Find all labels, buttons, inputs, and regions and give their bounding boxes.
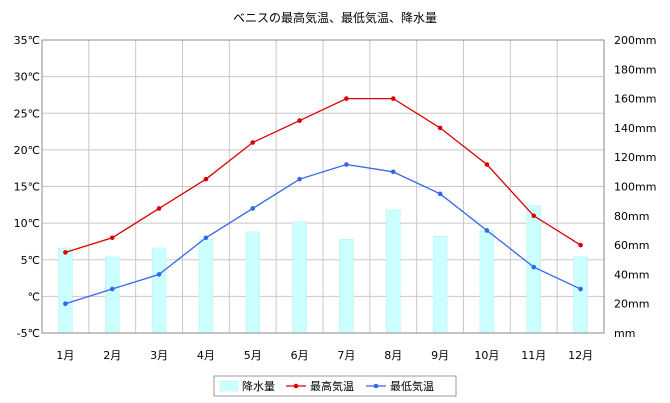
- left-tick-label: 20℃: [14, 144, 40, 157]
- data-point: [578, 242, 583, 248]
- x-tick-label: 6月: [291, 349, 309, 362]
- data-point: [63, 301, 68, 307]
- right-tick-label: 80mm: [614, 210, 649, 223]
- data-point: [390, 96, 396, 101]
- data-point: [437, 125, 443, 131]
- data-point: [156, 272, 162, 277]
- data-point: [531, 213, 537, 219]
- precipitation-bar: [573, 256, 588, 334]
- data-point: [109, 286, 115, 292]
- precipitation-bar: [198, 238, 214, 334]
- legend-marker-max: [293, 383, 299, 389]
- precipitation-bar: [151, 247, 167, 334]
- data-point: [203, 235, 209, 241]
- right-tick-label: 120mm: [614, 151, 656, 164]
- x-tick-label: 4月: [197, 349, 215, 362]
- right-tick-label: 100mm: [614, 181, 656, 194]
- left-tick-label: 5℃: [21, 254, 40, 267]
- data-point: [297, 176, 302, 182]
- data-point: [63, 250, 68, 255]
- x-tick-label: 10月: [474, 349, 499, 362]
- data-point: [437, 191, 443, 197]
- x-tick-label: 9月: [431, 349, 449, 362]
- legend-box: [213, 375, 457, 397]
- series-line: [65, 97, 581, 254]
- x-tick-label: 11月: [521, 349, 546, 362]
- data-point: [531, 264, 537, 270]
- x-tick-label: 7月: [337, 349, 355, 362]
- data-point: [390, 169, 396, 175]
- right-tick-label: mm: [614, 327, 635, 340]
- data-point: [250, 140, 256, 145]
- series-line: [65, 163, 581, 305]
- precipitation-bar: [339, 238, 354, 334]
- right-tick-label: 180mm: [614, 63, 656, 76]
- precipitation-bar: [105, 256, 120, 334]
- chart-title: ベニスの最高気温、最低気温、降水量: [233, 10, 437, 25]
- data-point: [344, 96, 349, 101]
- left-tick-label: 10℃: [14, 217, 40, 230]
- x-axis-ticks: 1月 2月 3月 4月 5月 6月 7月 8月 9月 10月 11月 12月: [56, 349, 593, 362]
- x-tick-label: 3月: [150, 349, 168, 362]
- right-axis-ticks: mm 20mm 40mm 60mm 80mm 100mm 120mm 140mm 160mm 18…: [614, 34, 656, 340]
- data-point: [578, 286, 583, 292]
- legend-label-max: 最高気温: [310, 379, 354, 393]
- precipitation-bar: [432, 236, 448, 334]
- left-axis-ticks: -5℃ ℃ 5℃ 10℃ 15℃ 20℃ 25℃ 30℃ 35℃: [14, 34, 40, 340]
- right-tick-label: 40mm: [614, 268, 649, 281]
- legend-marker-min: [373, 383, 379, 389]
- precipitation-bar: [58, 247, 73, 334]
- data-point: [344, 162, 349, 167]
- data-point: [109, 235, 115, 241]
- plot-frame: [41, 39, 605, 334]
- right-tick-label: 200mm: [614, 34, 656, 47]
- x-tick-label: 8月: [384, 349, 402, 362]
- legend-label-precip: 降水量: [242, 379, 275, 393]
- left-tick-label: -5℃: [17, 327, 40, 340]
- data-point: [203, 176, 209, 182]
- legend-label-min: 最低気温: [390, 379, 434, 393]
- data-point: [156, 206, 162, 211]
- precipitation-bar: [386, 209, 401, 334]
- precipitation-bar: [245, 231, 260, 334]
- data-point: [484, 162, 490, 167]
- grid-lines: [42, 40, 604, 333]
- right-tick-label: 20mm: [614, 298, 649, 311]
- left-tick-label: 35℃: [14, 34, 40, 47]
- data-point: [250, 206, 256, 211]
- right-tick-label: 140mm: [614, 122, 656, 135]
- right-tick-label: 60mm: [614, 239, 649, 252]
- data-point: [484, 228, 490, 233]
- temperature-lines: [63, 96, 583, 307]
- right-tick-label: 160mm: [614, 93, 656, 106]
- data-point: [297, 118, 302, 123]
- left-tick-label: 15℃: [14, 181, 40, 194]
- x-tick-label: 2月: [103, 349, 121, 362]
- precipitation-bar: [292, 221, 307, 334]
- legend: 降水量 最高気温 最低気温: [213, 375, 457, 397]
- precipitation-bars: [58, 205, 588, 334]
- left-tick-label: 25℃: [14, 107, 40, 120]
- legend-swatch-precip: [219, 380, 239, 392]
- left-tick-label: ℃: [28, 290, 40, 303]
- precipitation-bar: [479, 230, 495, 334]
- x-tick-label: 12月: [568, 349, 593, 362]
- x-tick-label: 1月: [56, 349, 74, 362]
- left-tick-label: 30℃: [14, 71, 40, 84]
- x-tick-label: 5月: [244, 349, 262, 362]
